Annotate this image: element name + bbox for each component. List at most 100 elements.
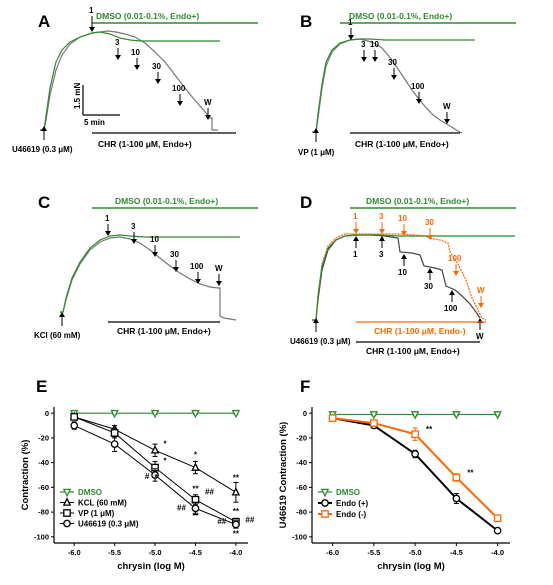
dose-label: 1 [353, 250, 358, 259]
data-point [232, 520, 240, 529]
data-point [328, 414, 337, 422]
dose-label-orange: 1 [353, 212, 358, 221]
data-point [191, 409, 200, 419]
dose-arrow [173, 260, 179, 272]
data-point [410, 411, 420, 420]
y-tick-label: -100 [34, 532, 49, 541]
legend-entry: KCL (60 mM) [78, 499, 127, 508]
legend: DMSO Endo (+) Endo (-) [318, 488, 369, 519]
agonist-label: KCl (60 mM) [34, 331, 81, 340]
chrysin-trace [40, 30, 218, 131]
data-point [493, 411, 502, 420]
significance-mark: * [163, 439, 167, 448]
y-tick-label: -60 [296, 483, 307, 492]
dmso-bar-label: DMSO (0.01-0.1%, Endo+) [96, 11, 199, 21]
dose-label-orange: 100 [448, 254, 462, 263]
panel-label-a: A [38, 12, 50, 31]
agonist-arrow [313, 128, 319, 142]
data-point [110, 440, 119, 448]
y-tick-label: -80 [296, 508, 307, 517]
significance-mark: * [194, 451, 198, 460]
dose-label-orange: 30 [425, 218, 434, 227]
dose-label: 10 [131, 48, 140, 57]
dose-arrow [427, 268, 433, 280]
dmso-bar-label: DMSO (0.01-0.1%, Endo+) [115, 196, 218, 206]
series-3 [70, 421, 240, 529]
significance-mark: ## [205, 488, 214, 497]
x-axis-label: chrysin (log M) [377, 561, 445, 572]
x-tick-label: -5.5 [108, 548, 121, 557]
chrysin-trace [312, 38, 463, 134]
agonist-arrow [59, 312, 65, 326]
panel-c-tension-trace: C DMSO (0.01-0.1%, Endo+) 1 3 10 30 100 … [34, 193, 258, 340]
series-0 [328, 411, 502, 420]
data-point [70, 413, 79, 421]
agonist-label: U46619 (0.3 μM) [12, 145, 73, 154]
data-point [110, 429, 119, 437]
scale-force-label: 1.5 mN [73, 83, 82, 109]
dose-label: 3 [379, 250, 384, 259]
dose-label: 100 [190, 262, 204, 271]
y-tick-label: 0 [45, 409, 49, 418]
x-tick-label: -5.0 [409, 548, 422, 557]
dose-arrow [391, 68, 397, 80]
legend-entry: DMSO [336, 488, 360, 497]
agonist-label: U46619 (0.3 μM) [290, 337, 351, 346]
dose-arrow [105, 224, 111, 236]
dose-arrow-orange [478, 296, 484, 308]
dmso-trace [312, 234, 515, 321]
chr-endo-minus-bar-label: CHR (1-100 μM, Endo-) [374, 326, 466, 336]
data-point [150, 409, 160, 419]
data-point [191, 462, 200, 471]
dose-label: 10 [150, 235, 159, 244]
y-axis-label: U46619 Contraction (%) [278, 422, 289, 529]
dose-arrow [195, 272, 201, 284]
x-tick-label: -6.0 [326, 548, 339, 557]
y-tick-label: -100 [292, 532, 307, 541]
panel-label-c: C [38, 193, 50, 212]
legend-entry: DMSO [78, 488, 102, 497]
dose-arrow [372, 50, 378, 62]
data-point [370, 419, 378, 427]
dose-arrow [477, 318, 483, 330]
washout-label: W [443, 102, 451, 111]
significance-mark: ** [426, 425, 433, 434]
dose-arrow [361, 50, 367, 62]
significance-mark: # [145, 472, 150, 481]
panel-e-concentration-response-chart: E 0 -20 -40 -60 -80 -100 -6.0 -5.5 -5.0 -4.5 -4.0 c… [20, 377, 255, 572]
data-point [452, 473, 461, 482]
x-tick-label: -4.0 [491, 548, 504, 557]
agonist-arrow [41, 126, 47, 140]
significance-mark: ** [233, 529, 240, 538]
x-axis-label: chrysin (log M) [117, 561, 185, 572]
dose-label-orange: 10 [398, 214, 407, 223]
washout-label: W [476, 332, 484, 341]
dmso-trace [40, 31, 220, 131]
y-tick-label: 0 [303, 409, 307, 418]
dose-label: 100 [172, 84, 186, 93]
legend: DMSO KCL (60 mM)VP (1 μM) U46619 (0.3 μM) [60, 488, 139, 529]
data-point [369, 411, 379, 420]
panel-label-b: B [300, 12, 312, 31]
dose-arrow [379, 236, 385, 248]
legend-marker [321, 510, 329, 518]
y-tick-label: -20 [38, 434, 49, 443]
y-axis-label: Contraction (%) [20, 440, 31, 511]
dose-arrow [348, 28, 354, 40]
data-point [452, 494, 461, 503]
y-tick-label: -40 [296, 458, 307, 467]
dose-label: 1 [348, 18, 353, 27]
legend-entry: U46619 (0.3 μM) [78, 520, 139, 529]
legend-marker [63, 509, 71, 517]
chrysin-endo-plus-trace [312, 234, 481, 321]
panel-b-tension-trace: B DMSO (0.01-0.1%, Endo+) 1 3 10 30 100 … [298, 11, 516, 157]
dose-label: 100 [444, 304, 458, 313]
dose-label: 30 [424, 282, 433, 291]
washout-label: W [204, 98, 212, 107]
dose-label: 100 [411, 82, 425, 91]
dose-arrow [353, 236, 359, 248]
dose-arrow [155, 72, 161, 84]
x-tick-label: -4.5 [189, 548, 202, 557]
dose-arrow [416, 92, 422, 104]
